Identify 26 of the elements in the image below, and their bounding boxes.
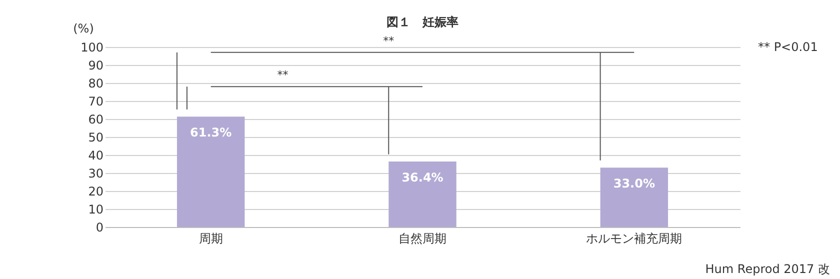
y-tick-label: 50 (88, 130, 104, 144)
y-tick-label: 80 (88, 76, 104, 90)
y-tick-label: 90 (88, 58, 104, 72)
x-tick-label: 自然周期 (398, 232, 446, 246)
data-label: 36.4% (402, 170, 444, 184)
chart-title: 図１ 妊娠率 (386, 15, 458, 29)
data-label: 33.0% (613, 176, 655, 191)
y-axis-title: (%) (73, 22, 94, 36)
y-tick-label: 70 (88, 94, 104, 108)
bar (176, 116, 245, 227)
y-tick-label: 30 (88, 166, 104, 180)
x-tick-label: ホルモン補充周期 (586, 232, 682, 246)
y-tick-label: 10 (88, 202, 104, 216)
y-tick-label: 0 (96, 220, 104, 234)
text: ** P<0.01 (758, 40, 818, 54)
y-tick-label: 40 (88, 148, 104, 162)
y-tick-label: 60 (88, 112, 104, 126)
annotation: ** (277, 68, 289, 82)
data-label: 61.3% (190, 126, 232, 140)
text: Hum Reprod 2017 改 (705, 262, 830, 276)
y-tick-label: 100 (80, 40, 104, 54)
bar (388, 161, 456, 227)
text: ** (383, 34, 395, 48)
bar (600, 168, 668, 227)
x-tick-label: 周期 (198, 232, 223, 246)
y-tick-label: 20 (88, 184, 104, 198)
